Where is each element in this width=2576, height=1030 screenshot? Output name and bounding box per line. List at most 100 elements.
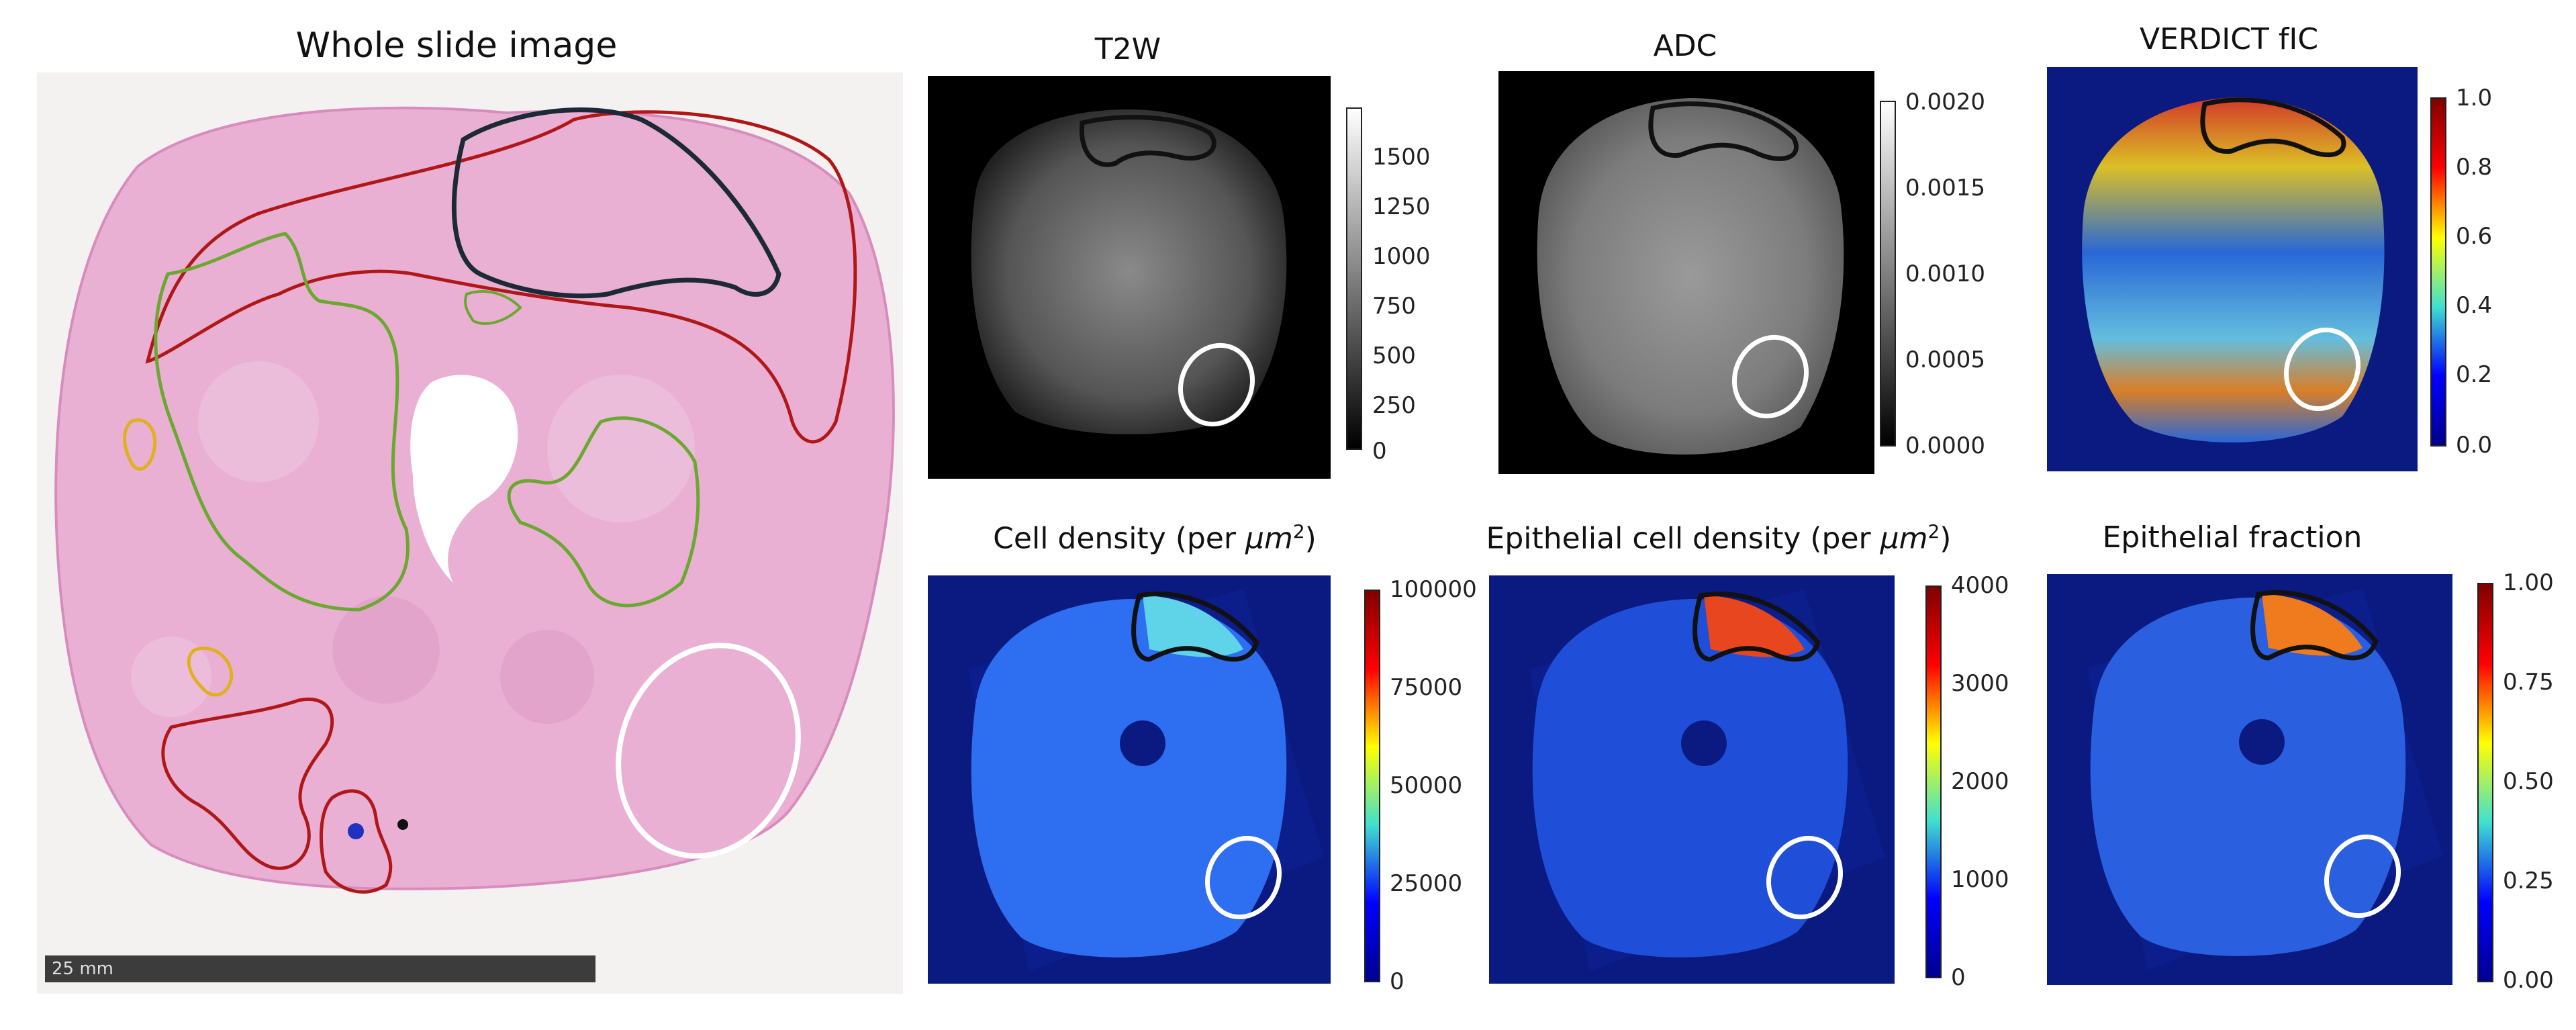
red-annotation-small	[320, 789, 393, 894]
epi-fraction-tick-0.25: 0.25	[2503, 868, 2554, 894]
verdict-tick-1.0: 1.0	[2456, 85, 2493, 111]
epi-density-title-text: Epithelial cell density (per	[1486, 521, 1880, 556]
cell-density-title: Cell density (per μm2)	[953, 520, 1356, 556]
epi-density-colorbar	[1925, 586, 1942, 978]
t2w-colorbar	[1346, 107, 1362, 450]
green-annotation-right	[507, 416, 700, 608]
roi-white-contour	[616, 643, 801, 859]
cell-density-tick-25000: 25000	[1390, 870, 1463, 897]
cell-density-colorbar	[1364, 590, 1380, 982]
verdict-tick-0.6: 0.6	[2456, 223, 2493, 250]
epi-fraction-tick-1.00: 1.00	[2503, 569, 2554, 596]
adc-colorbar	[1880, 101, 1896, 447]
cell-density-title-close: )	[1304, 521, 1317, 556]
cell-density-hotspot	[1143, 596, 1243, 657]
cell-density-tick-100000: 100000	[1390, 576, 1477, 603]
cell-density-roi-black	[1131, 592, 1259, 662]
cell-density-title-text: Cell density (per	[993, 521, 1245, 556]
adc-tick-0.0015: 0.0015	[1905, 175, 1985, 201]
epi-density-tick-2000: 2000	[1951, 768, 2009, 795]
epi-fraction-lumen	[2239, 719, 2285, 765]
verdict-prostate	[2082, 97, 2385, 442]
green-annotation-left	[154, 232, 410, 612]
verdict-image	[2047, 67, 2418, 471]
t2w-roi-white	[1178, 342, 1255, 427]
epi-density-hotspot	[1704, 596, 1805, 657]
scale-bar: 25 mm	[45, 955, 595, 982]
epi-density-image	[1489, 575, 1895, 984]
epi-density-prostate	[1532, 599, 1848, 957]
adc-tick-0.0000: 0.0000	[1905, 432, 1985, 459]
cell-density-image	[928, 575, 1331, 984]
t2w-tick-250: 250	[1372, 392, 1416, 419]
epi-density-tick-4000: 4000	[1951, 572, 2009, 599]
adc-roi-white	[1731, 334, 1809, 419]
verdict-tick-0.8: 0.8	[2456, 154, 2493, 181]
epi-fraction-colorbar	[2477, 583, 2493, 982]
t2w-tick-0: 0	[1372, 438, 1387, 465]
epi-density-tick-0: 0	[1951, 964, 1966, 991]
epi-density-title-unit: μm	[1880, 521, 1928, 556]
epi-density-roi-black	[1692, 592, 1821, 662]
wsi-title: Whole slide image	[295, 26, 618, 66]
yellow-annotation-bottom	[187, 646, 234, 697]
whole-slide-image: 25 mm	[37, 73, 903, 994]
adc-tick-0.0010: 0.0010	[1905, 261, 1985, 287]
urethra-lumen	[410, 375, 518, 583]
t2w-tick-750: 750	[1372, 293, 1416, 320]
epi-fraction-tick-0.50: 0.50	[2503, 768, 2554, 795]
epi-fraction-tick-0.75: 0.75	[2503, 669, 2554, 696]
epi-density-tick-3000: 3000	[1951, 670, 2009, 697]
adc-roi-black	[1648, 101, 1799, 161]
cell-density-tick-0: 0	[1390, 968, 1404, 995]
verdict-roi-white	[2283, 327, 2361, 412]
epi-fraction-image	[2047, 574, 2452, 985]
red-annotation-bottom-left	[161, 698, 334, 870]
adc-title: ADC	[1653, 29, 1717, 63]
t2w-tick-500: 500	[1372, 342, 1416, 369]
t2w-tick-1250: 1250	[1372, 193, 1431, 220]
epi-fraction-title: Epithelial fraction	[2102, 520, 2363, 555]
black-mark	[397, 819, 408, 830]
cell-density-prostate	[971, 599, 1287, 957]
t2w-title: T2W	[1094, 32, 1161, 66]
t2w-tick-1500: 1500	[1372, 144, 1431, 171]
adc-tick-0.0020: 0.0020	[1905, 89, 1985, 115]
adc-prostate	[1537, 98, 1844, 455]
epi-fraction-roi-white	[2324, 834, 2401, 919]
t2w-roi-black	[1079, 115, 1217, 167]
epi-fraction-tick-0.00: 0.00	[2503, 967, 2554, 994]
cell-density-tick-50000: 50000	[1390, 772, 1463, 799]
epi-density-roi-white	[1766, 835, 1844, 920]
verdict-title: VERDICT fIC	[2139, 22, 2319, 56]
green-annotation-small	[464, 290, 522, 325]
verdict-colorbar	[2430, 97, 2446, 447]
cell-density-title-sup: 2	[1292, 520, 1305, 543]
epi-density-title-sup: 2	[1927, 520, 1940, 543]
verdict-roi-black	[2200, 97, 2346, 158]
epi-fraction-roi-black	[2250, 590, 2379, 661]
epi-fraction-prostate	[2090, 598, 2406, 956]
yellow-annotation-top	[123, 418, 157, 471]
wsi-svg	[54, 106, 895, 894]
adc-tick-0.0005: 0.0005	[1905, 346, 1985, 373]
verdict-tick-0.0: 0.0	[2456, 432, 2493, 459]
cell-density-tick-75000: 75000	[1390, 674, 1463, 701]
tissue-texture	[131, 361, 695, 724]
t2w-tick-1000: 1000	[1372, 243, 1431, 270]
red-annotation-top	[145, 110, 857, 444]
t2w-image	[928, 76, 1331, 479]
adc-image	[1498, 71, 1874, 474]
cell-density-lumen	[1120, 720, 1165, 766]
epi-density-lumen	[1681, 720, 1727, 766]
epi-density-tick-1000: 1000	[1951, 866, 2009, 893]
cell-density-title-unit: μm	[1245, 521, 1293, 556]
verdict-tick-0.2: 0.2	[2456, 361, 2493, 388]
verdict-tick-0.4: 0.4	[2456, 292, 2493, 319]
t2w-prostate	[971, 109, 1287, 434]
cell-density-roi-white	[1204, 835, 1282, 920]
epi-fraction-hotspot	[2262, 594, 2363, 656]
blue-mark	[348, 823, 364, 839]
epi-density-title: Epithelial cell density (per μm2)	[1484, 520, 1954, 556]
epi-density-title-close: )	[1940, 521, 1952, 556]
